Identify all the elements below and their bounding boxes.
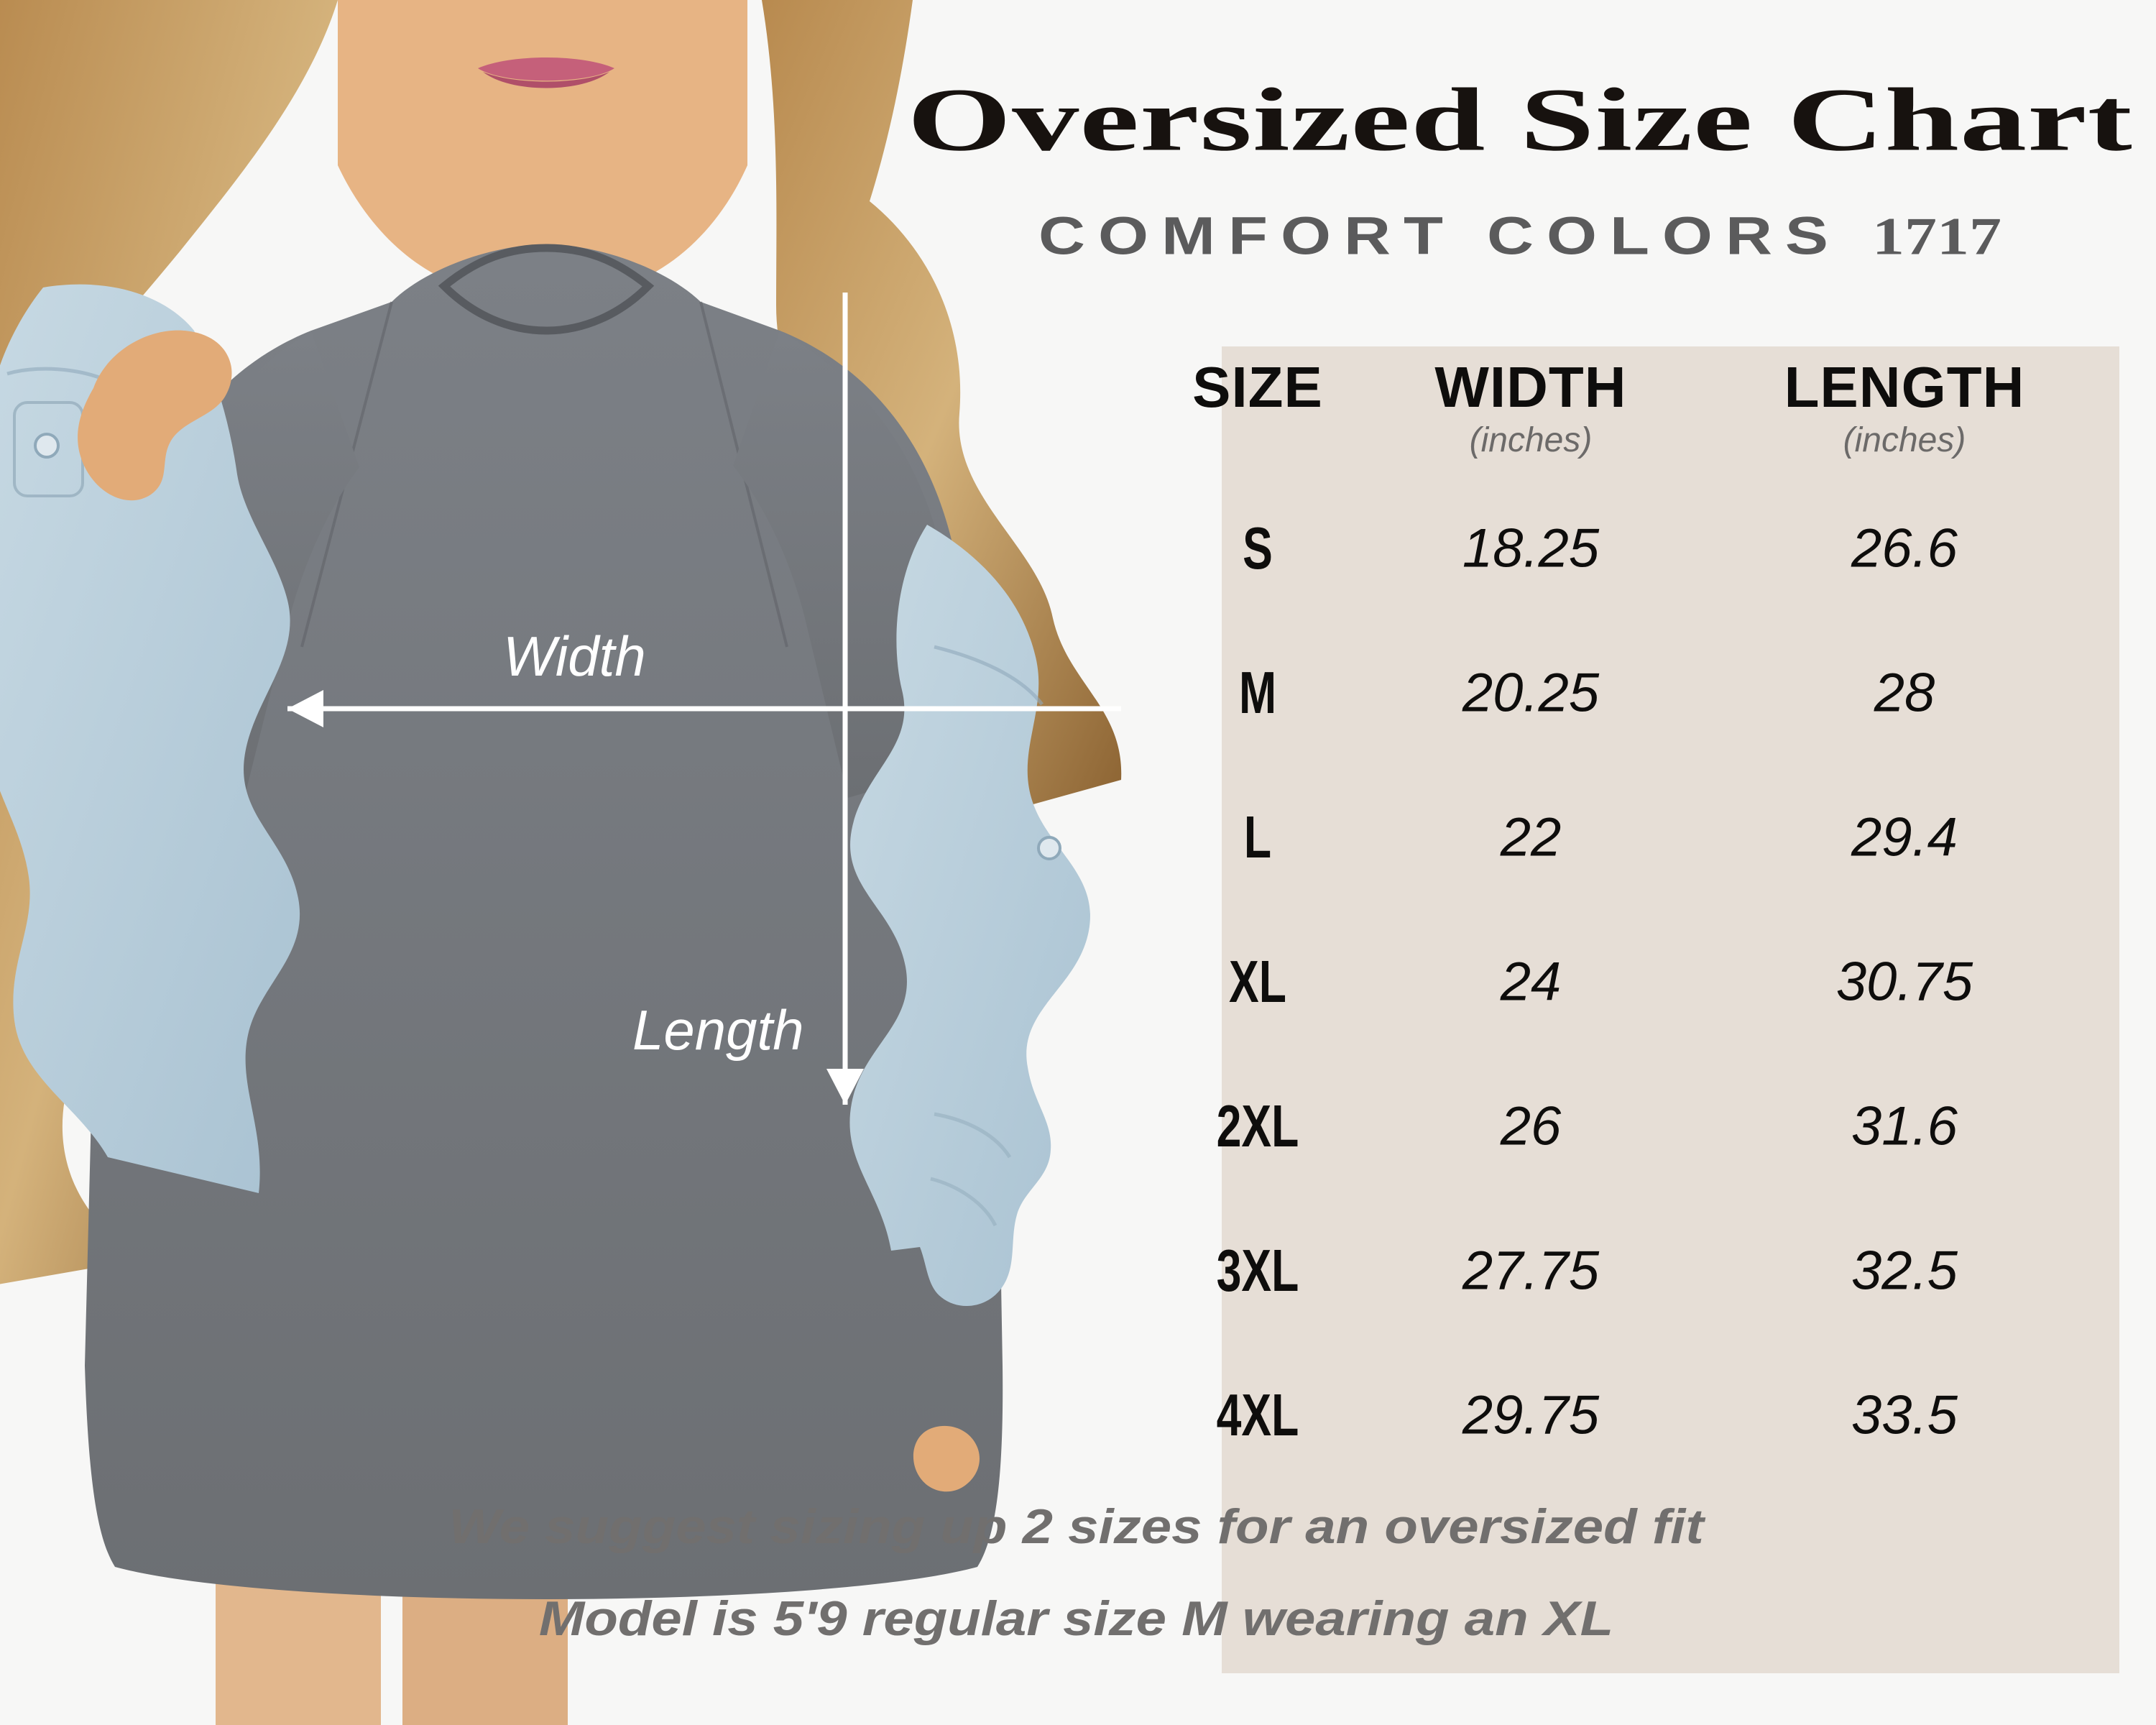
svg-text:Width: Width xyxy=(503,625,646,688)
svg-text:Length: Length xyxy=(632,998,804,1062)
